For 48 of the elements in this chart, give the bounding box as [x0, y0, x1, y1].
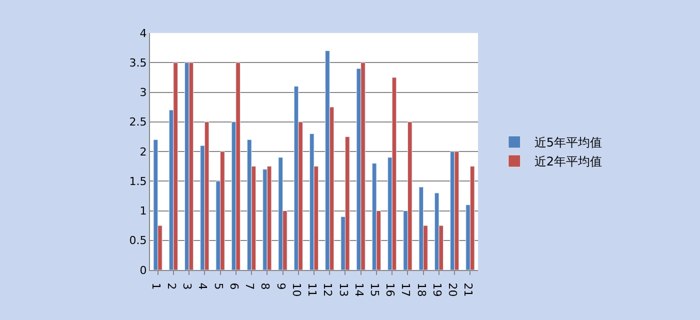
x-tick-label: 4	[196, 282, 210, 290]
bar	[454, 151, 460, 270]
x-tick-label: 13	[336, 282, 350, 297]
y-tick-label: 2.5	[129, 116, 147, 129]
x-tick-label: 19	[430, 282, 444, 297]
x-tick-label: 10	[290, 282, 303, 297]
x-tick-label: 9	[274, 282, 288, 290]
bar	[236, 62, 240, 270]
y-tick-label: 3.5	[129, 56, 147, 70]
x-tick-label: 3	[180, 282, 194, 290]
x-tick-label: 1	[149, 282, 162, 290]
x-tick-label: 2	[164, 282, 178, 290]
bar	[188, 62, 194, 270]
x-tick-label: 8	[258, 282, 272, 290]
x-tick-label: 21	[462, 282, 475, 297]
y-tick-label: 1.5	[129, 174, 147, 188]
x-tick-label: 16	[384, 282, 397, 297]
bar	[344, 136, 350, 270]
bar	[266, 166, 272, 270]
bar	[434, 192, 440, 270]
legend-label: 近5年平均值	[534, 136, 602, 150]
bar	[173, 62, 178, 270]
bar	[392, 77, 397, 270]
x-tick-label: 17	[399, 282, 412, 297]
y-tick-label: 0	[140, 264, 147, 277]
bar	[372, 163, 377, 270]
x-tick-label: 7	[243, 282, 256, 290]
x-tick-label: 20	[446, 282, 460, 297]
y-tick-label: 2	[140, 145, 147, 158]
x-tick-label: 6	[227, 282, 240, 290]
y-tick-label: 1	[140, 204, 147, 218]
x-tick-label: 12	[321, 282, 334, 297]
bar	[418, 186, 424, 270]
bar	[470, 166, 475, 270]
y-tick-label: 4	[140, 26, 147, 40]
x-tick-label: 15	[368, 282, 381, 297]
bar	[204, 122, 210, 270]
bar	[278, 157, 284, 270]
x-tick-label: 18	[414, 282, 428, 297]
bar	[407, 122, 412, 270]
y-tick-label: 3	[140, 86, 147, 100]
x-tick-label: 5	[212, 282, 225, 290]
bar	[325, 50, 330, 270]
x-tick-label: 14	[352, 282, 366, 297]
y-tick-label: 0.5	[129, 234, 147, 248]
legend-label: 近2年平均值	[534, 154, 602, 169]
bar	[153, 139, 158, 270]
x-tick-label: 11	[306, 282, 318, 297]
